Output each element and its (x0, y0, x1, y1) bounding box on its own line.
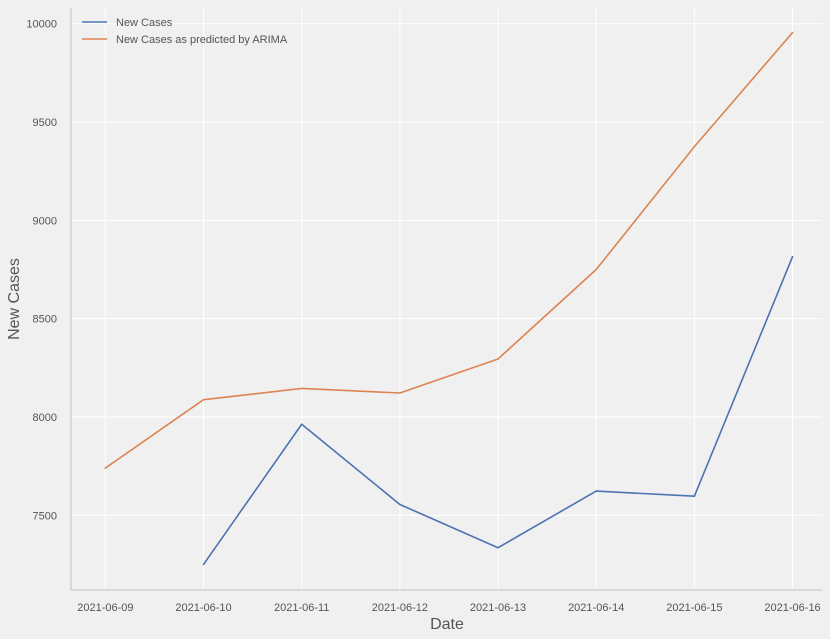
y-tick-label: 9500 (33, 117, 57, 129)
series (104, 31, 794, 566)
data-point (497, 546, 499, 549)
data-point (595, 490, 598, 492)
data-point (791, 255, 794, 258)
x-tick-label: 2021-06-14 (568, 602, 624, 614)
x-tick-labels: 2021-06-09 2021-06-10 2021-06-11 2021-06-12… (77, 602, 820, 614)
x-tick-label: 2021-06-13 (470, 602, 526, 614)
y-tick-labels: 7500 8000 8500 9000 9500 10000 (26, 19, 57, 523)
data-point (300, 387, 303, 390)
legend-entry-0: New Cases (82, 17, 173, 29)
legend-entry-1: New Cases as predicted by ARIMA (82, 34, 288, 46)
y-axis-title: New Cases (6, 258, 23, 340)
data-point (202, 398, 205, 401)
data-point (497, 358, 499, 360)
data-point (399, 503, 401, 506)
legend: New Cases New Cases as predicted by ARIMA (82, 17, 288, 46)
data-point (202, 563, 205, 566)
series-line-1 (104, 32, 794, 469)
grid (71, 8, 822, 590)
data-point (693, 495, 696, 498)
y-tick-label: 10000 (26, 19, 57, 31)
x-tick-label: 2021-06-09 (77, 602, 133, 614)
y-tick-label: 8000 (33, 412, 57, 424)
x-tick-label: 2021-06-10 (175, 602, 231, 614)
x-tick-label: 2021-06-16 (764, 602, 820, 614)
x-tick-label: 2021-06-11 (274, 602, 329, 614)
legend-label: New Cases as predicted by ARIMA (116, 34, 288, 46)
data-point (399, 392, 401, 394)
data-point (791, 31, 794, 34)
y-tick-label: 8500 (33, 314, 57, 326)
x-tick-label: 2021-06-12 (372, 602, 428, 614)
x-tick-label: 2021-06-15 (666, 602, 722, 614)
y-tick-label: 7500 (33, 510, 57, 522)
y-tick-label: 9000 (33, 215, 57, 227)
x-axis-title: Date (430, 616, 464, 633)
data-point (300, 423, 303, 426)
data-point (693, 145, 696, 148)
legend-label: New Cases (116, 17, 173, 29)
data-point (595, 268, 598, 271)
data-point (104, 467, 107, 469)
